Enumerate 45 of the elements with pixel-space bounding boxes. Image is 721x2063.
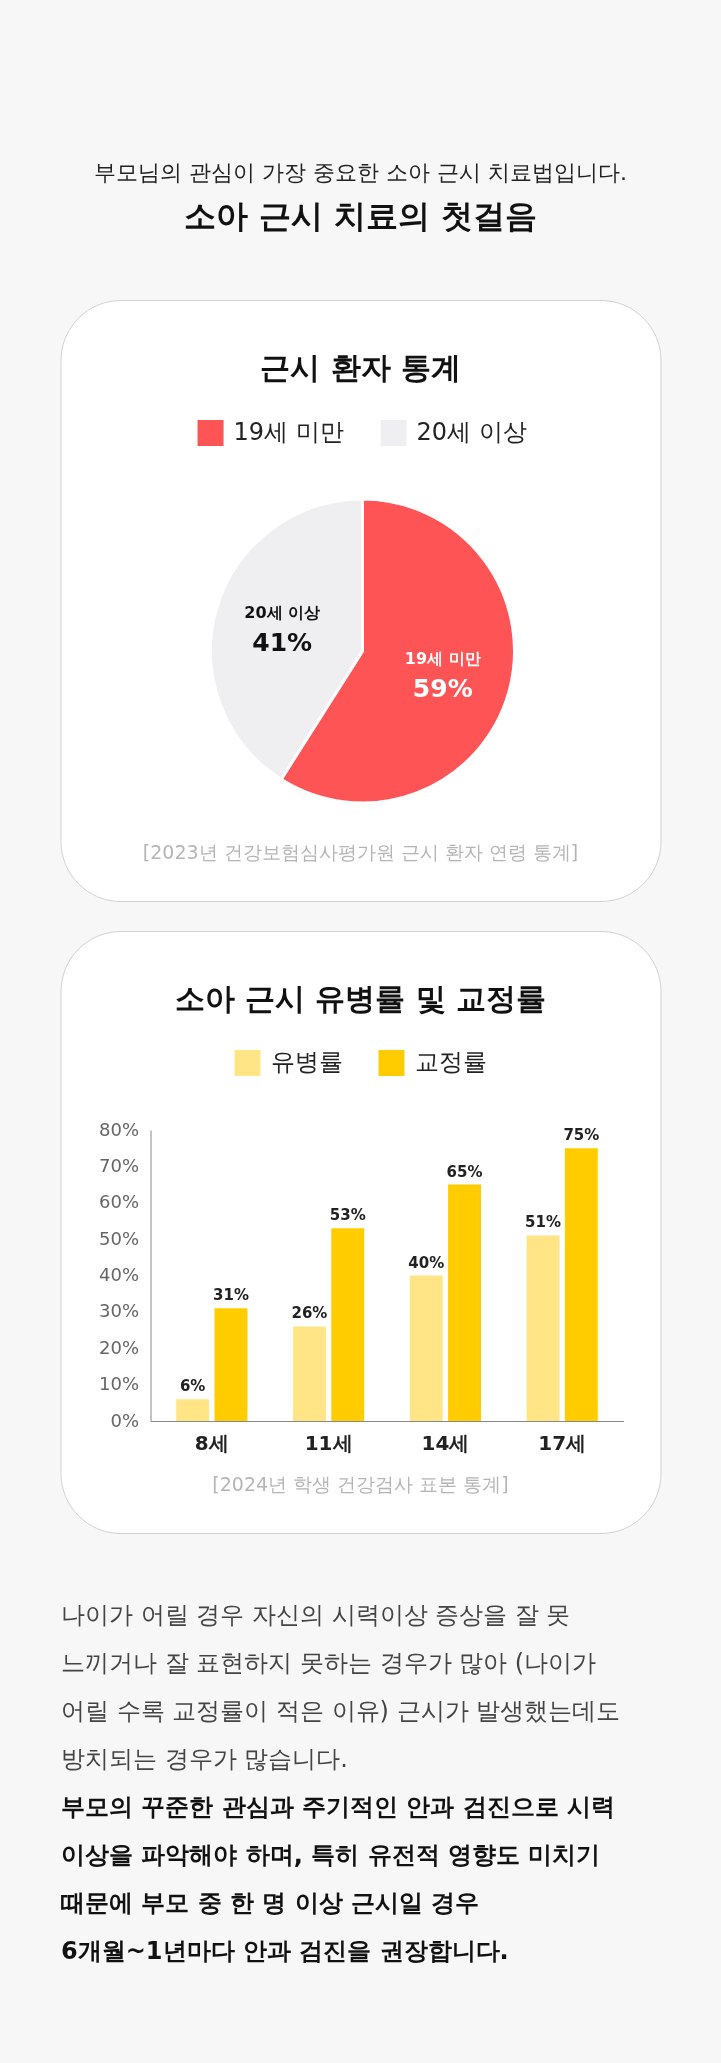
slice-label: 20세 이상: [244, 602, 321, 622]
bar: [214, 1308, 248, 1421]
bar: [564, 1148, 598, 1421]
x-tick-label: 8세: [194, 1430, 229, 1455]
data-label: 59%: [412, 674, 473, 704]
y-tick-label: 0%: [110, 1409, 139, 1431]
bar: [292, 1326, 326, 1421]
data-label: 31%: [213, 1286, 249, 1305]
data-label: 40%: [408, 1253, 445, 1272]
text: 나이가 어릴 경우 자신의 시력이상 증상을 잘 못 느끼거나 잘 표현하지 못하는 경우가 많아 (나이가 어릴 수록 교정률이 적은 이유) 근시가 발생했는데도 방치되는 경우가 많습니다.: [61, 1601, 621, 1773]
y-tick-label: 70%: [98, 1154, 139, 1176]
data-label: 53%: [329, 1206, 366, 1225]
data-label: 51%: [525, 1213, 561, 1232]
data-label: 65%: [446, 1162, 483, 1181]
bar: [448, 1184, 482, 1421]
x-tick-label: 11세: [304, 1430, 353, 1455]
bar: [331, 1228, 365, 1421]
legend-label: 19세 미만: [233, 418, 344, 446]
chart-title: 근시 환자 통계: [260, 350, 461, 385]
text: 부모님의 관심이 가장 중요한 소아 근시 치료법입니다.: [94, 160, 627, 185]
y-tick-label: 60%: [98, 1191, 139, 1213]
y-tick-label: 10%: [98, 1373, 139, 1395]
y-tick-label: 30%: [98, 1300, 139, 1322]
y-tick-label: 40%: [98, 1264, 139, 1285]
y-tick-label: 50%: [98, 1227, 139, 1249]
text: [2023년 건강보험심사평가원 근시 환자 연령 통계]: [142, 841, 579, 863]
data-label: 6%: [179, 1377, 206, 1396]
y-tick-label: 20%: [98, 1336, 139, 1358]
legend-label: 교정률: [414, 1048, 487, 1076]
bar: [526, 1235, 560, 1421]
text: 부모의 꾸준한 관심과 주기적인 안과 검진으로 시력 이상을 파악해야 하며, 특히 유전적 영향도 미치기 때문에 부모 중 한 명 이상 근시일 경우 6개월~1년마다 안과 검진을 권장합니다.: [61, 1793, 616, 1965]
x-tick-label: 14세: [421, 1430, 470, 1455]
data-label: 26%: [291, 1304, 328, 1323]
slice-label: 19세 미만: [404, 649, 481, 669]
x-tick-label: 17세: [538, 1430, 587, 1455]
y-tick-label: 80%: [98, 1118, 139, 1140]
chart-title: 소아 근시 유병률 및 교정률: [174, 981, 547, 1016]
text: [2024년 학생 건강검사 표본 통계]: [212, 1473, 509, 1495]
legend-label: 20세 이상: [416, 418, 527, 446]
bar: [409, 1275, 443, 1421]
data-label: 41%: [252, 627, 313, 657]
legend-label: 유병률: [270, 1048, 343, 1076]
data-label: 75%: [563, 1126, 600, 1145]
bar: [176, 1399, 210, 1421]
text: 소아 근시 치료의 첫걸음: [183, 197, 538, 235]
